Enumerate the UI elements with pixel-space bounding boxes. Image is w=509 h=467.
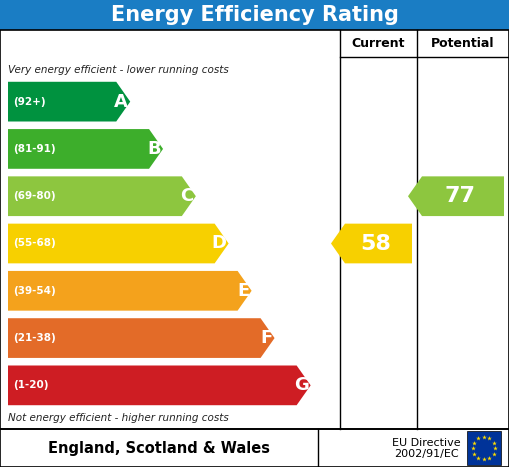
Text: 58: 58 (360, 234, 391, 254)
Polygon shape (8, 366, 310, 405)
Polygon shape (8, 271, 251, 311)
Text: Potential: Potential (431, 37, 495, 50)
Text: (81-91): (81-91) (13, 144, 55, 154)
Text: C: C (181, 187, 194, 205)
Polygon shape (8, 318, 274, 358)
Text: (1-20): (1-20) (13, 380, 48, 390)
Text: (21-38): (21-38) (13, 333, 56, 343)
Text: G: G (294, 376, 308, 394)
Text: (55-68): (55-68) (13, 239, 56, 248)
Text: F: F (260, 329, 272, 347)
Polygon shape (8, 224, 229, 263)
Text: B: B (148, 140, 161, 158)
Polygon shape (8, 82, 130, 121)
Text: 2002/91/EC: 2002/91/EC (394, 449, 459, 459)
Polygon shape (408, 177, 504, 216)
Text: England, Scotland & Wales: England, Scotland & Wales (48, 440, 270, 455)
Bar (0, 429, 509, 467)
Text: Not energy efficient - higher running costs: Not energy efficient - higher running co… (8, 413, 229, 423)
Text: EU Directive: EU Directive (392, 438, 461, 448)
Polygon shape (8, 129, 163, 169)
Bar (0, 0, 509, 30)
Text: Energy Efficiency Rating: Energy Efficiency Rating (110, 5, 399, 25)
Text: (69-80): (69-80) (13, 191, 55, 201)
Text: (39-54): (39-54) (13, 286, 56, 296)
Bar (467, 431, 501, 465)
Text: (92+): (92+) (13, 97, 46, 106)
Text: Very energy efficient - lower running costs: Very energy efficient - lower running co… (8, 65, 229, 75)
Text: Current: Current (352, 37, 405, 50)
Bar (0, 429, 509, 467)
Bar (0, 30, 509, 429)
Text: A: A (115, 92, 128, 111)
Polygon shape (8, 177, 196, 216)
Text: D: D (212, 234, 227, 253)
Polygon shape (331, 224, 412, 263)
Text: 77: 77 (444, 186, 475, 206)
Text: E: E (237, 282, 249, 300)
